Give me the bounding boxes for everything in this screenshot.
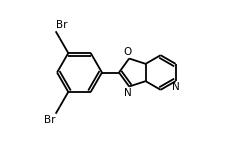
Text: N: N — [172, 82, 180, 92]
Text: Br: Br — [56, 20, 68, 30]
Text: N: N — [124, 88, 132, 98]
Text: O: O — [123, 47, 131, 57]
Text: Br: Br — [44, 115, 55, 125]
